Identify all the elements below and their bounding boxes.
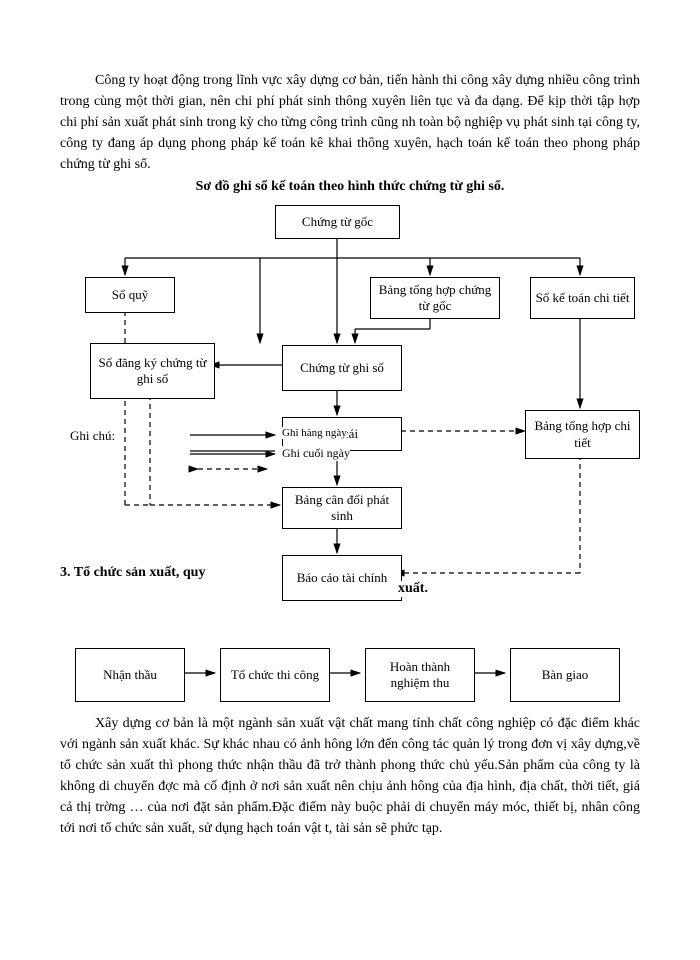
flowchart-process: Nhận thầu Tổ chức thi công Hoàn thành ng… xyxy=(60,633,640,713)
node-so-dang-ky-ctgs: Sổ đăng ký chứng từ ghi sổ xyxy=(90,343,215,399)
node-chung-tu-goc: Chứng từ gốc xyxy=(275,205,400,239)
node-bao-cao-tai-chinh: Báo cáo tài chính xyxy=(282,555,402,601)
paragraph-1: Công ty hoạt động trong lĩnh vực xây dựn… xyxy=(60,70,640,175)
proc-to-chuc-thi-cong: Tổ chức thi công xyxy=(220,648,330,702)
node-bang-tong-hop-chi-tiet: Bảng tổng hợp chi tiết xyxy=(525,410,640,459)
proc-nhan-thau: Nhận thầu xyxy=(75,648,185,702)
node-chung-tu-ghi-so: Chứng từ ghi sổ xyxy=(282,345,402,391)
flowchart-accounting: Chứng từ gốc Sổ quỹ Bảng tổng hợp chứng … xyxy=(60,203,640,633)
node-so-ke-toan-chi-tiet: Sổ kế toán chi tiết xyxy=(530,277,635,319)
proc-hoan-thanh-nghiem-thu: Hoàn thành nghiệm thu xyxy=(365,648,475,702)
legend-label-ghichu: Ghi chú: xyxy=(70,428,115,444)
legend-hang-ngay: Ghi hàng ngày xyxy=(282,427,347,439)
legend-cuoi-ngay: Ghi cuối ngày xyxy=(282,446,350,461)
section3-heading-left: 3. Tổ chức sản xuất, quy xyxy=(60,565,205,581)
node-so-quy: Sổ quỹ xyxy=(85,277,175,313)
proc-ban-giao: Bàn giao xyxy=(510,648,620,702)
node-bang-can-doi-phat-sinh: Bảng cân đối phát sinh xyxy=(282,487,402,529)
diagram-title: Sơ đồ ghi sổ kế toán theo hình thức chứn… xyxy=(60,179,640,195)
node-bang-tong-hop-ctg: Bảng tổng hợp chứng từ gốc xyxy=(370,277,500,319)
section3-heading-right: xuất. xyxy=(398,581,428,597)
paragraph-2: Xây dựng cơ bản là một ngành sản xuất vậ… xyxy=(60,713,640,839)
